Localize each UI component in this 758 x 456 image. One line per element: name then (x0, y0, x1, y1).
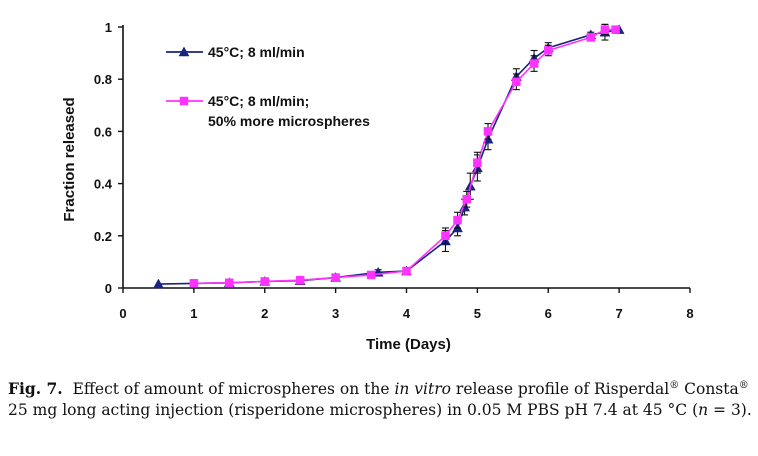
data-point (512, 77, 521, 87)
series-1-line (158, 28, 620, 285)
caption-text-a: Effect of amount of microspheres on the (72, 380, 395, 398)
legend-label-2: 45°C; 8 ml/min; (208, 93, 309, 109)
data-point (331, 273, 340, 282)
x-tick-label: 5 (474, 306, 481, 321)
data-point (473, 158, 482, 167)
caption-text-d: 25 mg long acting injection (risperidone… (8, 401, 699, 419)
release-profile-chart: 0 1 2 3 4 5 6 7 800.20.40.60.81 45°C; 8 ml/min45… (61, 20, 694, 353)
series-1 (153, 23, 625, 289)
data-point (483, 127, 493, 136)
series-plot-area (153, 23, 625, 289)
data-point (611, 25, 620, 34)
registered-mark-1: ® (669, 379, 680, 391)
series-2-line (193, 28, 616, 285)
axes: 0 1 2 3 4 5 6 7 8 0 0.2 0.4 0.6 0.8 1 (94, 20, 694, 321)
figure-label: Fig. 7. (8, 379, 63, 398)
caption-text-b: release profile of Risperdal (451, 380, 670, 398)
registered-mark-2: ® (738, 379, 749, 391)
x-tick-label: 2 (261, 306, 268, 321)
x-tick-label: 0 (119, 306, 126, 321)
legend-label-1: 45°C; 8 ml/min (208, 44, 305, 60)
x-tick-label: 4 (403, 306, 411, 321)
y-tick-label: 0.2 (94, 229, 112, 244)
x-axis-title: Time (Days) (366, 336, 451, 353)
legend-label-2: 50% more microspheres (208, 113, 370, 129)
data-point (453, 215, 462, 225)
data-point (544, 46, 553, 55)
figure-caption: Fig. 7. Effect of amount of microspheres… (8, 378, 753, 421)
y-axis-title: Fraction released (61, 97, 78, 221)
series-2 (189, 23, 620, 288)
data-point (366, 270, 376, 280)
data-point (225, 278, 234, 288)
data-point (153, 278, 164, 289)
x-tick-label: 1 (190, 306, 197, 321)
caption-italic-in-vitro: in vitro (394, 380, 451, 398)
x-tick-label: 8 (686, 306, 693, 321)
y-tick-label: 0.6 (94, 124, 112, 139)
legend-marker-1 (178, 46, 190, 57)
x-tick-label: 3 (332, 306, 339, 321)
y-tick-label: 0.8 (94, 72, 112, 87)
caption-text-e: = 3). (708, 401, 752, 419)
caption-n-variable: n (698, 401, 709, 419)
data-point (295, 275, 305, 285)
data-point (260, 277, 269, 286)
x-tick-label: 7 (616, 306, 623, 321)
data-point (189, 279, 199, 288)
y-tick-label: 1 (105, 20, 112, 35)
legend: 45°C; 8 ml/min 45°C; 8 ml/min; 50% more mi… (166, 44, 370, 129)
data-point (462, 195, 471, 204)
y-tick-label: 0 (105, 281, 112, 296)
legend-marker-2 (179, 96, 189, 106)
data-point (529, 59, 539, 68)
data-point (600, 25, 610, 34)
data-point (586, 33, 596, 42)
data-point (402, 266, 411, 276)
caption-text-c: Consta (679, 380, 739, 398)
x-tick-label: 6 (545, 306, 552, 321)
data-point (441, 231, 450, 241)
y-tick-label: 0.4 (94, 177, 113, 192)
